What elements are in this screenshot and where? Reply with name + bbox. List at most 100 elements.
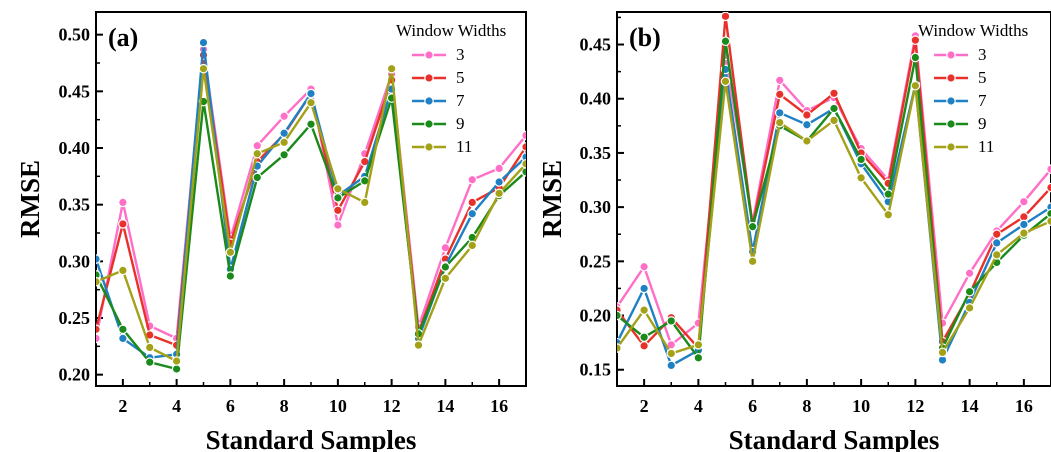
data-point — [802, 110, 812, 120]
data-point — [1046, 216, 1051, 227]
data-point — [118, 219, 128, 229]
x-tick-label: 14 — [961, 396, 979, 416]
data-point — [118, 265, 128, 276]
data-point — [118, 324, 128, 335]
legend-swatch-marker — [946, 119, 956, 129]
data-point — [1046, 208, 1051, 219]
data-point — [747, 256, 758, 267]
y-tick-label: 0.20 — [580, 306, 612, 326]
x-axis-title: Standard Samples — [206, 425, 417, 452]
legend-swatch-marker — [424, 142, 434, 152]
x-tick-label: 6 — [748, 396, 757, 416]
y-tick-label: 0.40 — [59, 138, 91, 158]
data-point — [991, 250, 1002, 260]
data-point — [774, 117, 785, 128]
data-point — [467, 208, 478, 219]
data-point — [279, 128, 289, 139]
data-point — [521, 142, 526, 152]
panel-b: 2 4 6 8 10 12 14 16 0.15 0.20 0.25 0.30 0.35 0.40 0.45… — [537, 11, 1051, 452]
x-tick-label: 16 — [1015, 396, 1033, 416]
data-point — [991, 238, 1002, 248]
data-point — [96, 324, 101, 335]
y-tick-label: 0.35 — [580, 143, 612, 163]
data-point — [118, 333, 128, 344]
x-tick-label: 8 — [802, 396, 811, 416]
data-point — [279, 111, 289, 122]
data-point — [693, 340, 704, 350]
x-tick-label: 16 — [490, 396, 508, 416]
legend-swatch-marker — [946, 50, 956, 60]
data-point — [747, 221, 758, 232]
legend-label: 9 — [978, 114, 987, 133]
data-point — [467, 174, 478, 185]
data-point — [856, 173, 866, 183]
data-point — [910, 52, 921, 63]
legend-label: 5 — [456, 68, 465, 87]
legend-swatch-marker — [946, 142, 956, 152]
x-tick-label: 2 — [118, 396, 127, 416]
data-point — [1046, 182, 1051, 193]
y-tick-label: 0.25 — [59, 308, 91, 328]
data-point — [440, 262, 451, 272]
data-point — [96, 254, 101, 264]
data-point — [617, 343, 622, 353]
y-tick-label: 0.20 — [59, 365, 91, 385]
data-point — [494, 163, 504, 174]
data-point — [144, 357, 155, 367]
data-point — [279, 137, 289, 148]
data-point — [720, 12, 731, 22]
x-tick-label: 14 — [436, 396, 454, 416]
x-tick-label: 2 — [640, 396, 649, 416]
legend-label: 7 — [456, 91, 465, 110]
data-point — [413, 340, 424, 350]
data-point — [666, 316, 677, 326]
data-point — [440, 273, 451, 284]
data-point — [964, 268, 975, 279]
x-tick-label: 10 — [852, 396, 870, 416]
y-tick-label: 0.50 — [59, 25, 91, 45]
data-point — [883, 209, 894, 220]
data-point — [225, 271, 236, 281]
legend-swatch-marker — [424, 73, 434, 83]
x-tick-label: 6 — [226, 396, 235, 416]
x-tick-label: 4 — [172, 396, 181, 416]
y-tick-label: 0.45 — [580, 35, 612, 55]
panel-label: (a) — [108, 23, 138, 52]
data-point — [467, 197, 478, 208]
panel-a: 2 4 6 8 10 12 14 16 0.20 0.25 0.30 0.35 0.40 0.45 0.50… — [15, 11, 527, 452]
y-axis-title: RMSE — [537, 160, 567, 238]
legend-label: 11 — [456, 137, 472, 156]
legend-label: 7 — [978, 91, 987, 110]
y-axis-title: RMSE — [15, 160, 45, 238]
data-point — [937, 347, 948, 358]
data-point — [666, 360, 677, 371]
legend-label: 5 — [978, 68, 987, 87]
data-point — [225, 247, 236, 258]
data-point — [964, 303, 975, 313]
data-point — [802, 136, 812, 146]
data-point — [252, 172, 263, 183]
data-point — [856, 154, 866, 165]
data-point — [829, 103, 839, 114]
data-point — [639, 283, 649, 294]
data-point — [720, 36, 731, 47]
data-point — [333, 205, 343, 216]
data-point — [639, 341, 649, 351]
data-point — [306, 97, 316, 108]
data-point — [774, 89, 785, 100]
data-point — [693, 353, 704, 363]
legend-label: 11 — [978, 137, 994, 156]
data-point — [306, 119, 316, 129]
data-point — [774, 108, 785, 118]
data-point — [521, 130, 526, 141]
data-point — [639, 332, 649, 343]
legend-swatch-marker — [424, 50, 434, 60]
legend-swatch-marker — [946, 96, 956, 106]
data-point — [144, 342, 155, 353]
data-point — [639, 305, 649, 315]
legend-swatch-marker — [946, 73, 956, 83]
y-tick-label: 0.30 — [580, 197, 612, 217]
data-point — [359, 197, 370, 208]
data-point — [720, 76, 731, 87]
